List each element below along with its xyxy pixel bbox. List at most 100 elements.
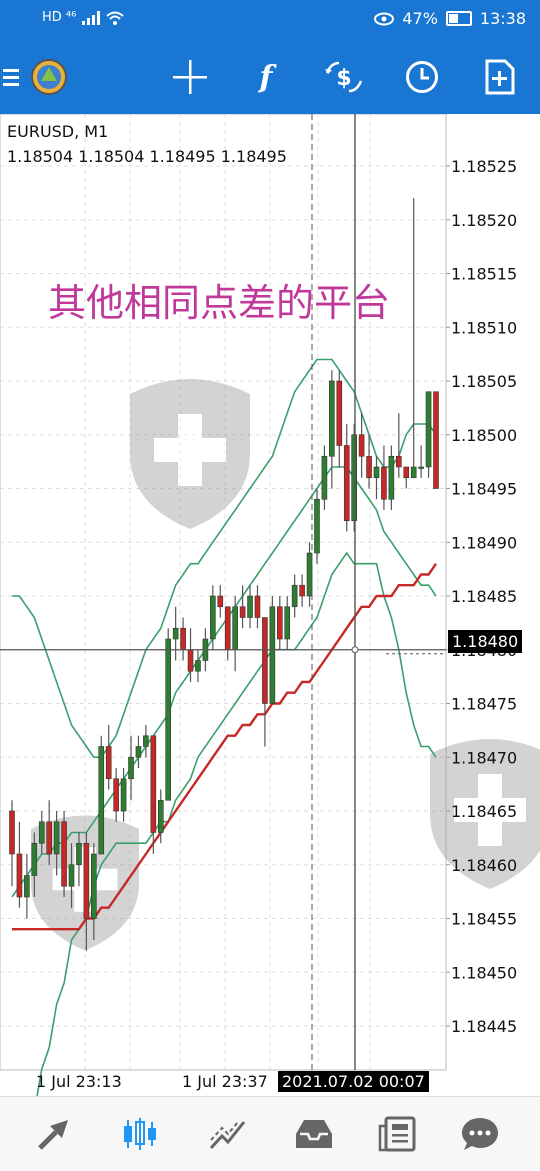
eye-icon [374,12,395,25]
y-tick-label: 1.18450 [451,963,517,982]
candle [150,735,157,854]
y-tick-label: 1.18515 [451,265,517,284]
candle [91,843,97,940]
candle [76,832,82,887]
y-tick-label: 1.18525 [451,157,517,176]
candle [128,735,134,801]
candle [9,800,15,887]
candle [343,424,350,532]
y-tick-label: 1.18455 [451,910,517,929]
y-tick-label: 1.18505 [451,372,517,391]
y-tick-label: 1.18490 [451,533,517,552]
chart-symbol: EURUSD, M1 [7,122,109,141]
bollinger-middle-line [11,466,437,898]
wifi-icon [106,11,125,25]
crosshair-time-label: 2021.07.02 00:07 [278,1071,429,1092]
nav-chat[interactable] [440,1097,520,1171]
chart-grid [0,113,447,1071]
candle [262,617,268,747]
candle [61,811,67,897]
menu-button[interactable] [0,40,22,114]
status-bar: HD ⁴⁶ 47% 13:38 [0,0,540,40]
candle [410,198,417,479]
nav-trade[interactable] [188,1097,268,1171]
clock-time: 13:38 [479,9,526,28]
time-label-2: 1 Jul 23:37 [182,1072,268,1091]
candle [336,370,343,467]
price-chart[interactable]: 1.18525 1.18520 1.18515 1.18510 1.18505 1.185… [0,113,540,1171]
watermark-text: 其他相同点差的平台 [48,281,391,325]
candle [239,585,246,629]
battery-percent: 47% [402,9,438,28]
candle [388,445,395,510]
toolbar: f $ [0,40,540,114]
candle [143,725,149,758]
timeframe-button[interactable] [392,40,452,114]
moving-average-line [12,563,437,931]
candles [9,198,439,951]
y-tick-label: 1.18520 [451,211,517,230]
shield-watermark-icon [430,739,540,889]
nav-quotes-icon [38,1120,68,1150]
nav-history-icon [296,1120,332,1148]
candle [396,413,402,478]
nav-chart[interactable] [100,1097,180,1171]
candle [284,596,291,650]
signal-icon [82,10,101,25]
candle [105,725,112,790]
y-tick-label: 1.18495 [451,480,517,499]
candle [254,585,261,629]
candle [299,574,305,607]
bollinger-upper-line [12,358,437,759]
chart-overlays [0,114,446,1070]
candle [165,628,172,801]
status-right: 47% 13:38 [374,9,526,28]
candle [418,445,424,478]
candle [314,488,320,564]
candle [433,391,439,489]
add-object-button[interactable] [470,40,530,114]
candle [83,832,90,951]
candle [31,832,38,897]
y-tick-label: 1.18445 [451,1017,517,1036]
current-price-label: 1.18480 [448,630,523,653]
signal-indicators: HD ⁴⁶ [42,10,125,25]
bottom-navigation [0,1096,540,1171]
candle [46,800,52,865]
chart-canvas[interactable]: 1.18525 1.18520 1.18515 1.18510 1.18505 1.185… [0,113,540,1171]
menu-icon [3,69,19,86]
candle [425,391,432,478]
candle [276,596,283,650]
nav-news-icon [378,1116,416,1152]
y-tick-label: 1.18465 [451,802,517,821]
candle [120,768,127,822]
nav-quotes[interactable] [16,1097,96,1171]
candle [38,811,45,854]
nav-news[interactable] [358,1097,438,1171]
indicators-icon: f [259,59,273,95]
crosshair-button[interactable] [160,40,220,114]
candle [291,574,298,618]
candle [195,649,201,682]
app-logo[interactable] [24,40,74,114]
nav-chat-icon [462,1118,498,1150]
candle [135,735,142,768]
trade-button[interactable]: $ [314,40,374,114]
candle [98,735,105,855]
candle [366,434,372,489]
candle [329,370,335,489]
candle [53,811,60,876]
indicators-button[interactable]: f [236,40,296,114]
candle [16,821,23,908]
y-tick-label: 1.18475 [451,695,517,714]
time-label-1: 1 Jul 23:13 [36,1072,122,1091]
candle [358,413,365,478]
y-tick-label: 1.18470 [451,748,517,767]
nav-history[interactable] [274,1097,354,1171]
app-logo-icon [31,59,67,95]
candle [113,768,119,822]
battery-icon [445,11,472,26]
y-tick-label: 1.18500 [451,426,517,445]
candle [381,445,387,510]
candle [403,466,410,489]
